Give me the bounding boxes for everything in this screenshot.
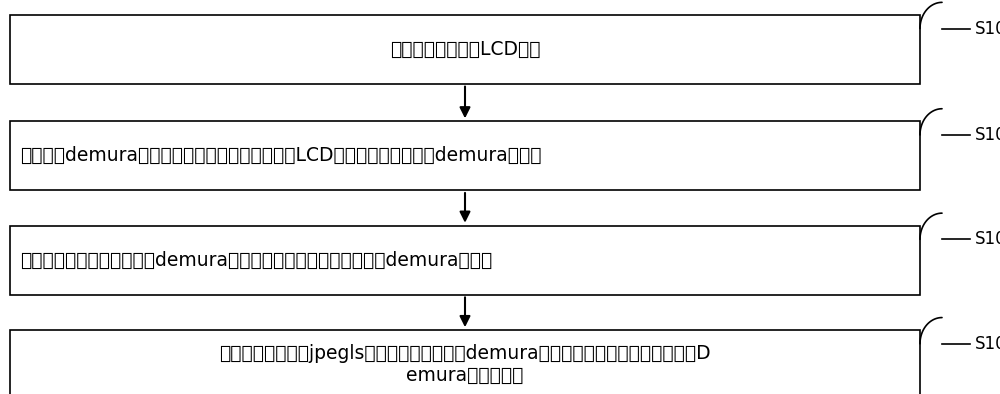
Text: S104: S104	[975, 335, 1000, 353]
FancyBboxPatch shape	[10, 121, 920, 190]
Text: 采集不同状态下的LCD图像: 采集不同状态下的LCD图像	[390, 40, 540, 59]
Text: 基于预设demura表数据生成算法和不同状态下的LCD图像，生成第一原始demura表数据: 基于预设demura表数据生成算法和不同状态下的LCD图像，生成第一原始demu…	[20, 146, 542, 165]
Text: S103: S103	[975, 230, 1000, 248]
Text: 采用降采样方式对第一原始demura表数据进行压缩，获得降采样的demura表数据: 采用降采样方式对第一原始demura表数据进行压缩，获得降采样的demura表数…	[20, 251, 492, 269]
Text: S102: S102	[975, 126, 1000, 144]
Text: S101: S101	[975, 20, 1000, 37]
FancyBboxPatch shape	[10, 225, 920, 294]
FancyBboxPatch shape	[10, 330, 920, 394]
Text: 采用三通道交织的jpegls编码方法对降采样的demura表数据进行压缩，获得压缩后的D
emura表码流数据: 采用三通道交织的jpegls编码方法对降采样的demura表数据进行压缩，获得压…	[219, 344, 711, 385]
FancyBboxPatch shape	[10, 15, 920, 84]
